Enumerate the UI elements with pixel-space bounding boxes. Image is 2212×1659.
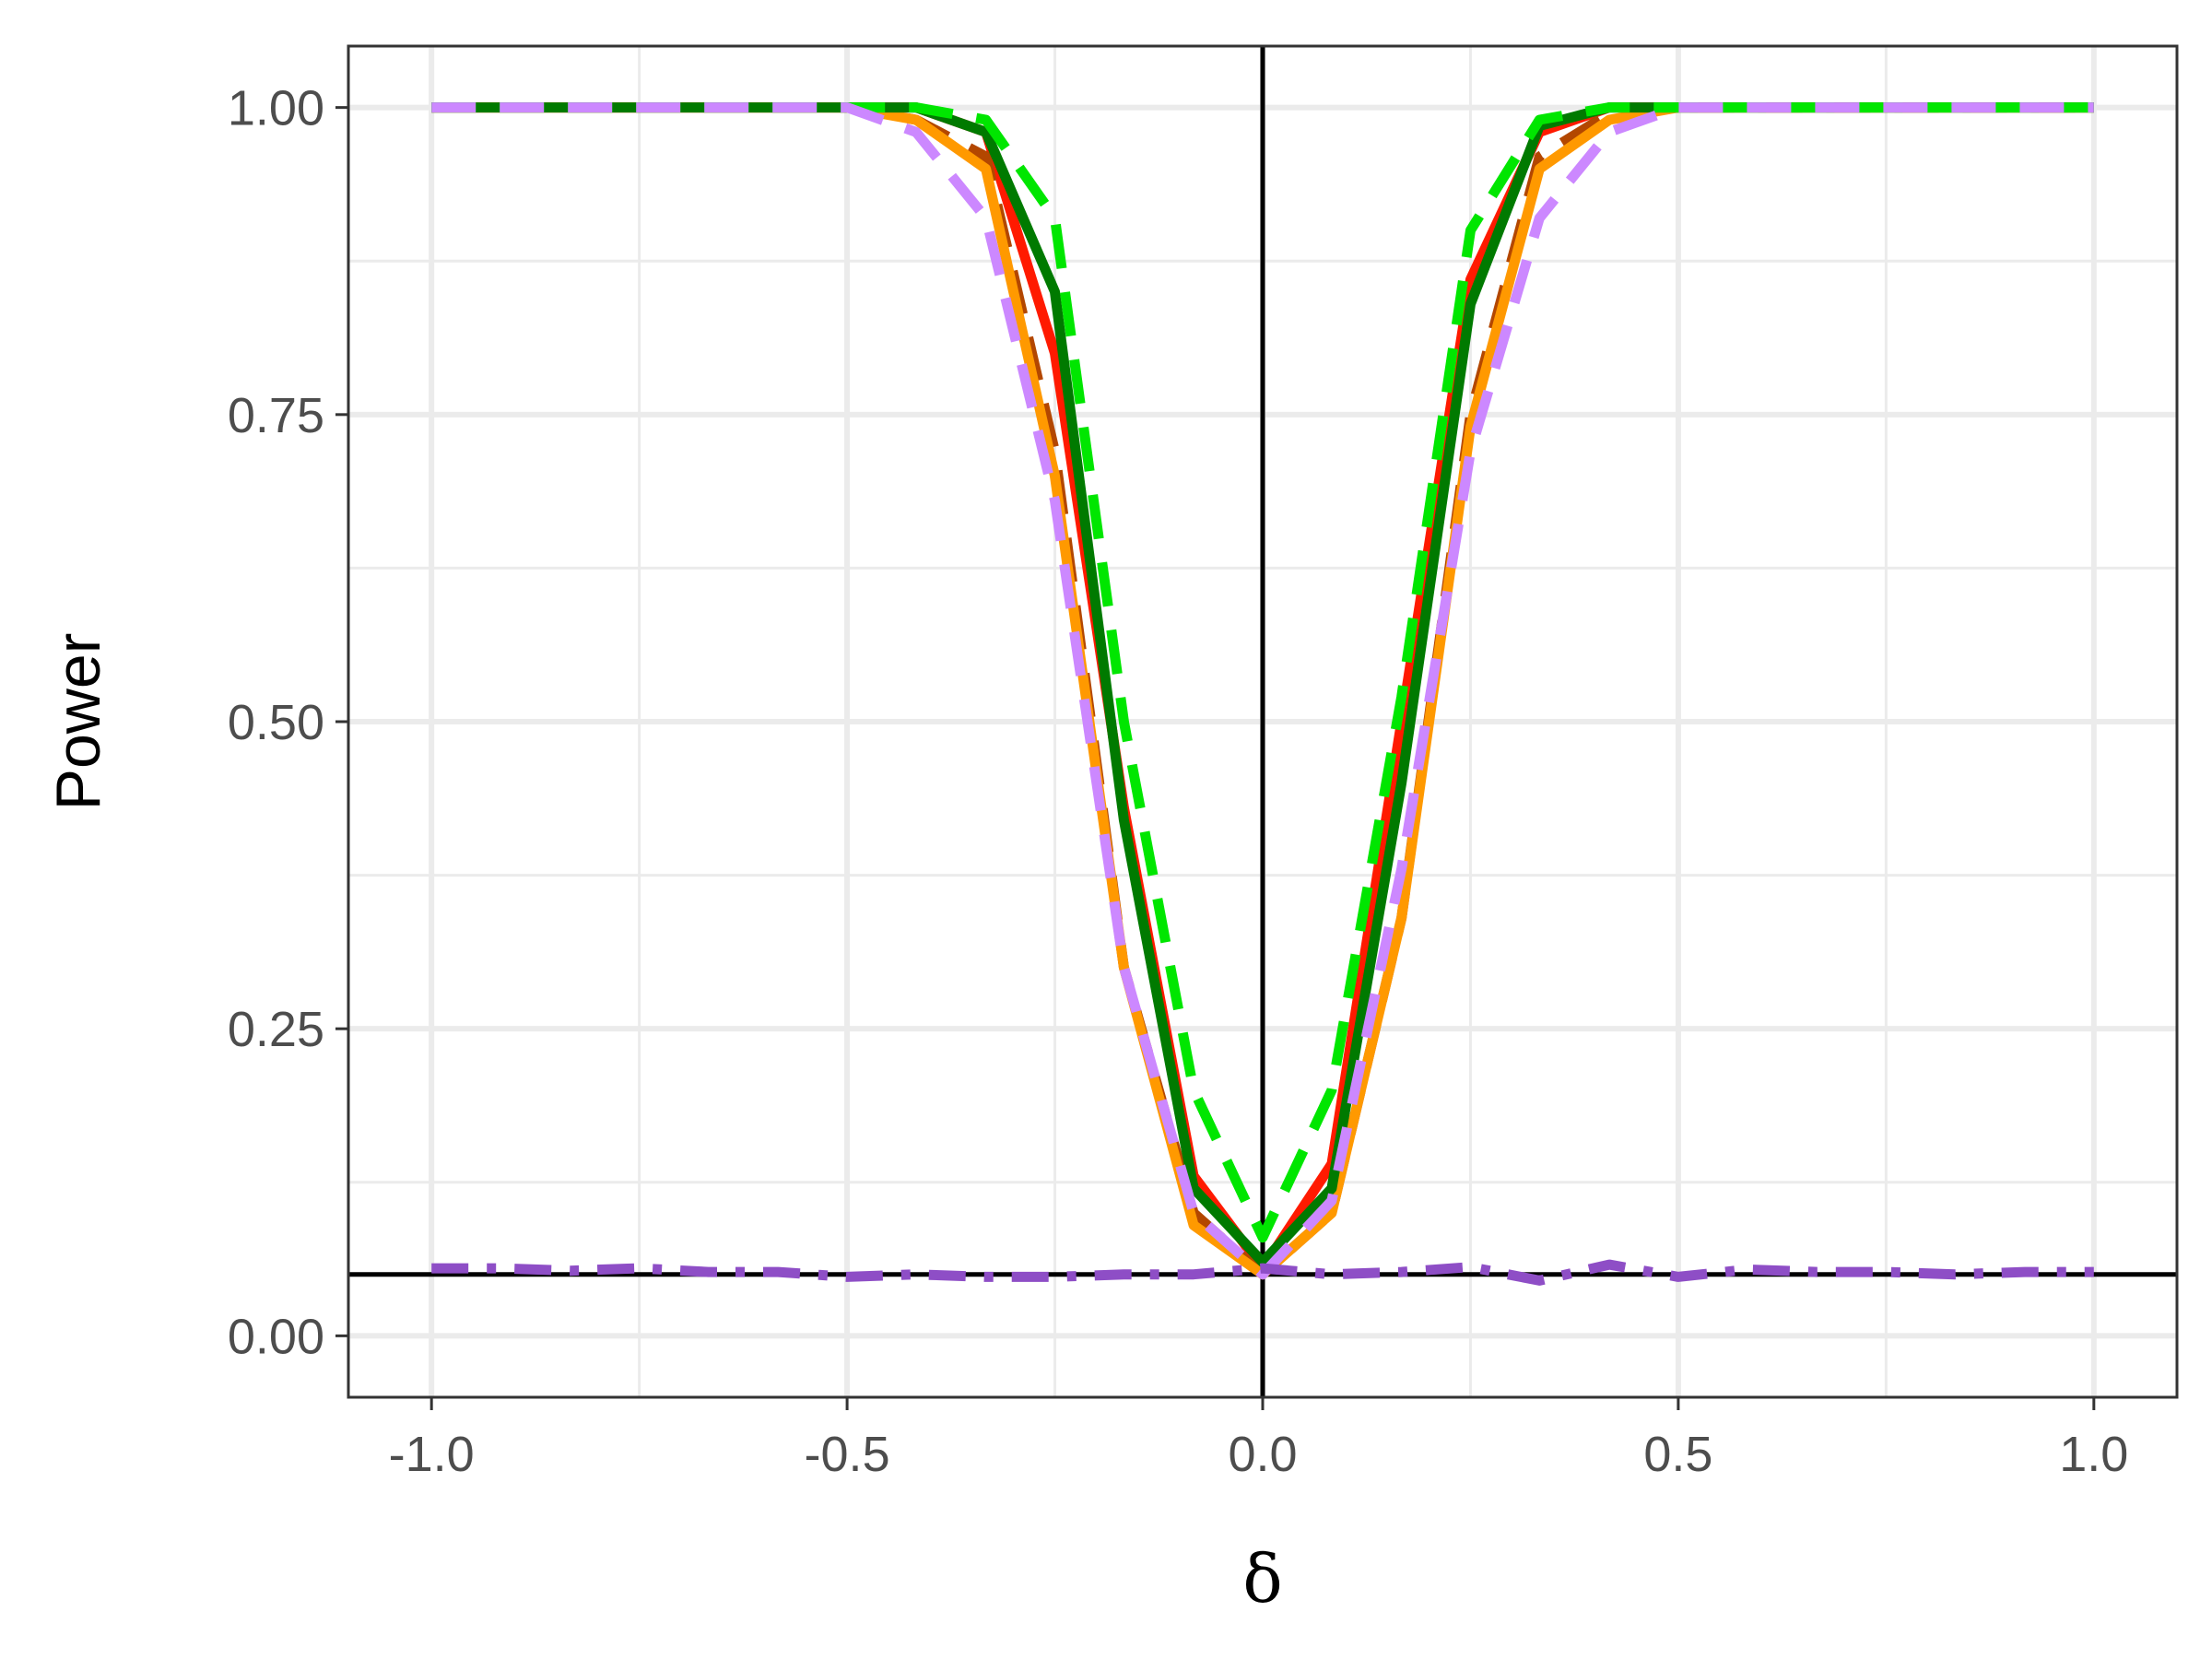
x-tick-label: 0.0 — [1228, 1427, 1297, 1482]
x-tick-label: -1.0 — [389, 1427, 475, 1482]
y-tick-label: 0.25 — [228, 1002, 324, 1057]
y-tick-label: 1.00 — [228, 81, 324, 136]
y-axis-title: Power — [43, 633, 113, 811]
series-line-6 — [431, 102, 2094, 1280]
y-tick-label: 0.50 — [228, 695, 324, 750]
x-axis: -1.0 -0.5 0.0 0.5 1.0 — [389, 1397, 2128, 1482]
series-line-7 — [431, 1259, 2094, 1286]
y-tick-label: 0.00 — [228, 1309, 324, 1364]
series-layer — [431, 102, 2094, 1286]
x-tick-label: 0.5 — [1643, 1427, 1712, 1482]
x-tick-label: 1.0 — [2059, 1427, 2128, 1482]
y-axis: 0.00 0.25 0.50 0.75 1.00 — [228, 81, 348, 1364]
y-tick-label: 0.75 — [228, 388, 324, 443]
x-tick-label: -0.5 — [805, 1427, 890, 1482]
x-axis-title: δ — [1242, 1540, 1282, 1618]
